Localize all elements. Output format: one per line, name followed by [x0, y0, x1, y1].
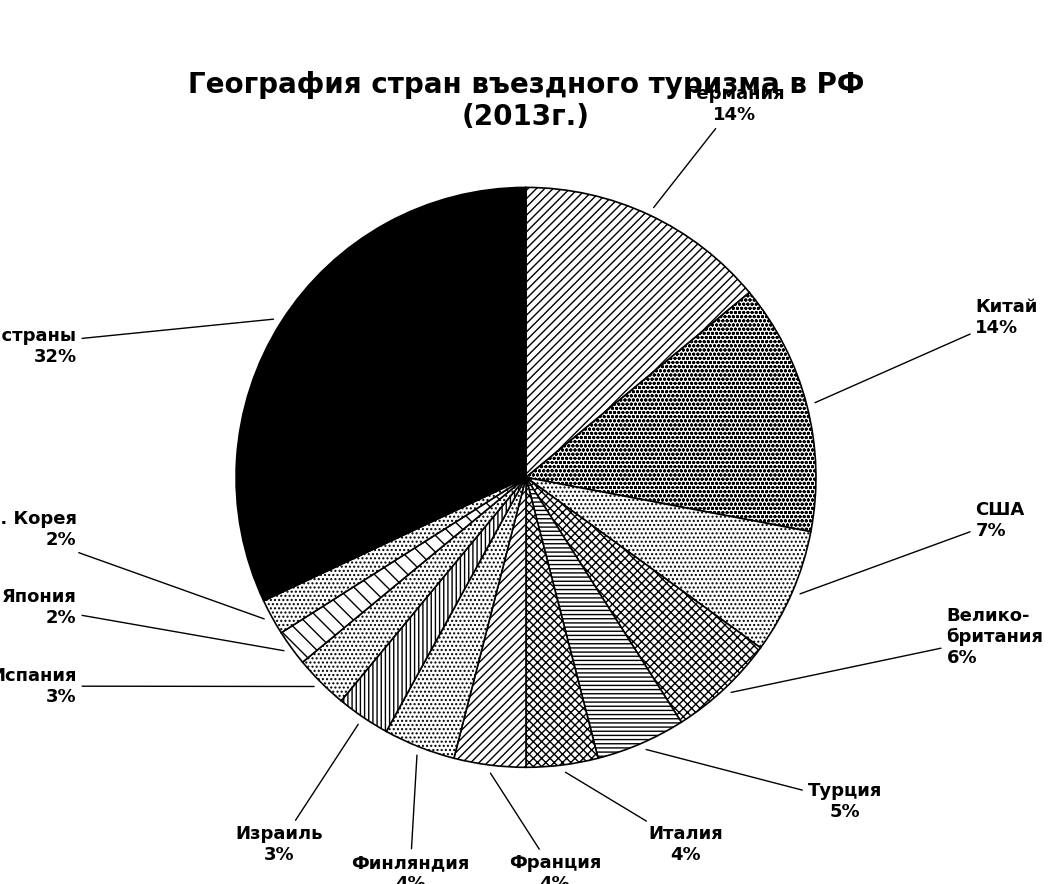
- Text: География стран въездного туризма в РФ
(2013г.): География стран въездного туризма в РФ (…: [188, 71, 864, 131]
- Text: Велико-
британия
6%: Велико- британия 6%: [731, 607, 1044, 692]
- Wedge shape: [453, 477, 526, 767]
- Text: Турция
5%: Турция 5%: [646, 750, 883, 820]
- Wedge shape: [526, 477, 682, 758]
- Text: Финляндия
4%: Финляндия 4%: [350, 755, 469, 884]
- Text: Израиль
3%: Израиль 3%: [236, 724, 359, 864]
- Wedge shape: [526, 477, 811, 648]
- Wedge shape: [526, 477, 761, 722]
- Wedge shape: [281, 477, 526, 662]
- Text: Испания
3%: Испания 3%: [0, 667, 315, 705]
- Wedge shape: [526, 187, 749, 477]
- Text: Япония
2%: Япония 2%: [2, 589, 284, 651]
- Wedge shape: [386, 477, 526, 758]
- Wedge shape: [303, 477, 526, 701]
- Text: Италия
4%: Италия 4%: [565, 773, 723, 864]
- Wedge shape: [341, 477, 526, 731]
- Text: Респ. Корея
2%: Респ. Корея 2%: [0, 510, 264, 619]
- Text: Китай
14%: Китай 14%: [815, 299, 1038, 403]
- Text: Франция
4%: Франция 4%: [490, 774, 601, 884]
- Wedge shape: [236, 187, 526, 601]
- Wedge shape: [526, 293, 816, 531]
- Wedge shape: [264, 477, 526, 633]
- Text: Прочие страны
32%: Прочие страны 32%: [0, 319, 274, 366]
- Text: США
7%: США 7%: [800, 501, 1025, 594]
- Wedge shape: [526, 477, 599, 767]
- Text: Германия
14%: Германия 14%: [653, 85, 785, 208]
